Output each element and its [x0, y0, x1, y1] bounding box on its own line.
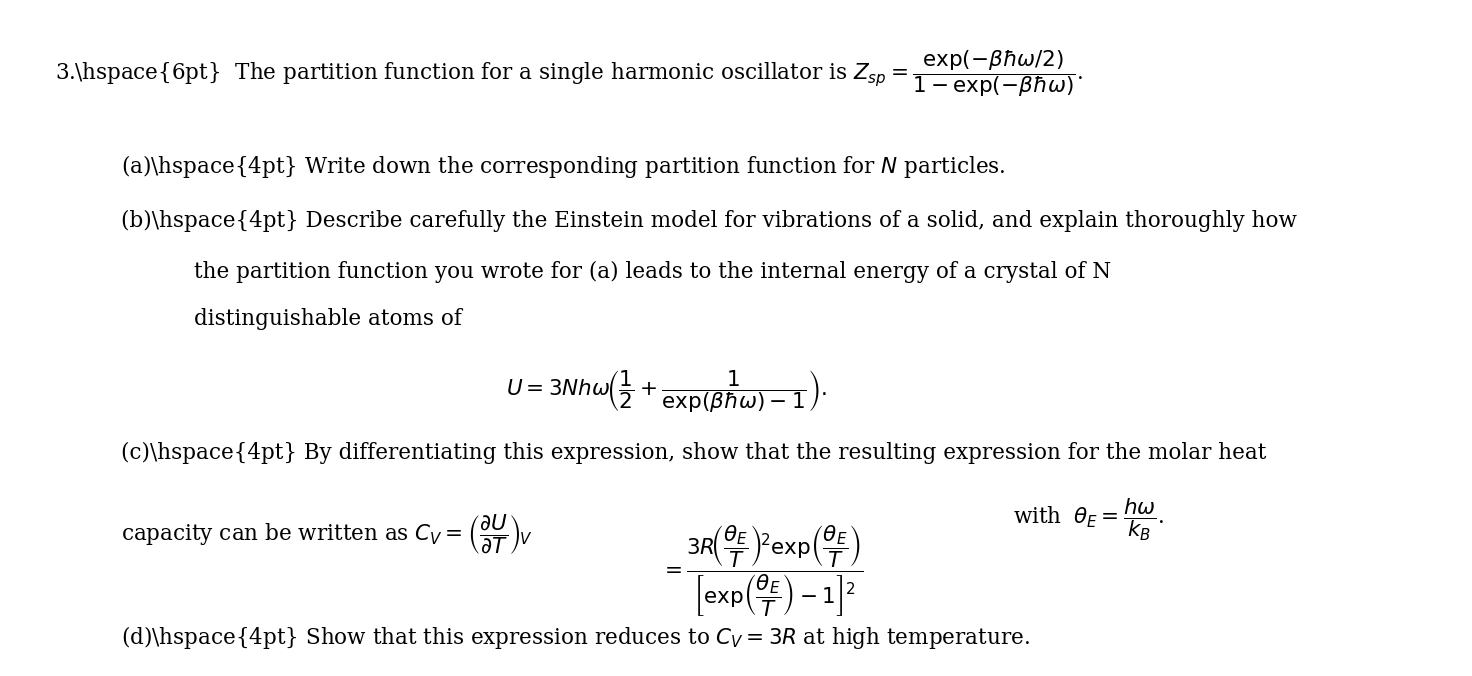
- Text: capacity can be written as $C_V = \left(\dfrac{\partial U}{\partial T}\right)_{\: capacity can be written as $C_V = \left(…: [121, 513, 533, 558]
- Text: the partition function you wrote for (a) leads to the internal energy of a cryst: the partition function you wrote for (a)…: [194, 260, 1111, 283]
- Text: $U = 3Nh\omega\!\left(\dfrac{1}{2}+\dfrac{1}{\exp(\beta\hbar\omega)-1}\right).$: $U = 3Nh\omega\!\left(\dfrac{1}{2}+\dfra…: [506, 368, 827, 415]
- Text: (c)\hspace{4pt} By differentiating this expression, show that the resulting expr: (c)\hspace{4pt} By differentiating this …: [121, 442, 1266, 464]
- Text: $= \dfrac{3R\!\left(\dfrac{\theta_E}{T}\right)^{\!2}\exp\!\left(\dfrac{\theta_E}: $= \dfrac{3R\!\left(\dfrac{\theta_E}{T}\…: [661, 523, 864, 619]
- Text: 3.\hspace{6pt}  The partition function for a single harmonic oscillator is $Z_{s: 3.\hspace{6pt} The partition function fo…: [54, 49, 1082, 99]
- Text: with $\;\theta_E = \dfrac{h\omega}{k_B}$.: with $\;\theta_E = \dfrac{h\omega}{k_B}$…: [1013, 496, 1164, 543]
- Text: distinguishable atoms of: distinguishable atoms of: [194, 308, 462, 330]
- Text: (b)\hspace{4pt} Describe carefully the Einstein model for vibrations of a solid,: (b)\hspace{4pt} Describe carefully the E…: [121, 210, 1297, 232]
- Text: (d)\hspace{4pt} Show that this expression reduces to $C_V = 3R$ at high temperat: (d)\hspace{4pt} Show that this expressio…: [121, 624, 1030, 651]
- Text: (a)\hspace{4pt} Write down the corresponding partition function for $N$ particle: (a)\hspace{4pt} Write down the correspon…: [121, 153, 1005, 180]
